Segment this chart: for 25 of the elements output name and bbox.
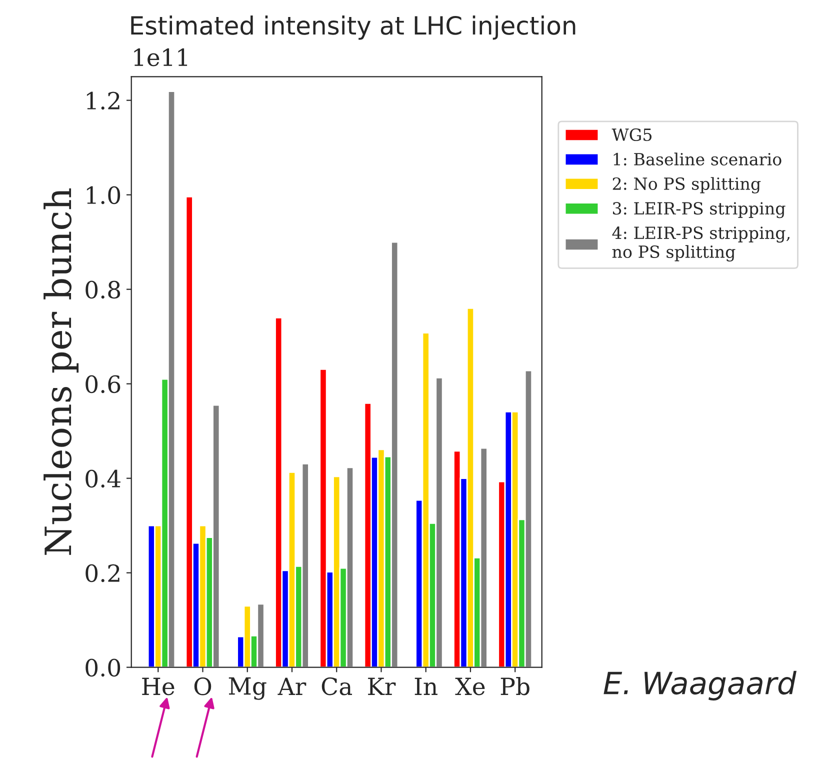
x-tick-label: O (194, 677, 212, 696)
legend-label: WG5 (612, 128, 652, 142)
text: E. Waagaard (604, 670, 797, 700)
y-tick-label: 0.6 (86, 375, 120, 394)
legend-label: 2: No PS splitting (612, 177, 761, 194)
x-tick-label: Ar (278, 678, 306, 695)
y-tick-label: 0.0 (86, 658, 120, 677)
x-tick-label: Xe (455, 678, 485, 696)
y-tick-label: 1.2 (86, 92, 120, 110)
text: 1e11 (134, 48, 188, 66)
x-tick-label: Ca (322, 677, 352, 696)
x-tick-label: Mg (228, 677, 266, 700)
legend-label: 4: LEIR-PS stripping, no PS splitting (612, 226, 790, 262)
x-tick-label: Pb (500, 677, 530, 696)
chart-title: Estimated intensity at LHC injection (131, 16, 576, 40)
y-tick-label: 0.2 (86, 564, 120, 582)
x-tick-label: Kr (368, 678, 396, 695)
x-tick-label: He (142, 678, 174, 696)
y-tick-label: 1.0 (86, 186, 120, 204)
y-tick-label: 0.4 (86, 470, 120, 488)
legend-label: 1: Baseline scenario (614, 152, 782, 166)
y-axis-title: Nucleons per bunch (44, 188, 79, 555)
legend-label: 3: LEIR-PS stripping (613, 202, 786, 218)
x-tick-label: In (414, 678, 438, 695)
y-tick-label: 0.8 (86, 280, 120, 299)
